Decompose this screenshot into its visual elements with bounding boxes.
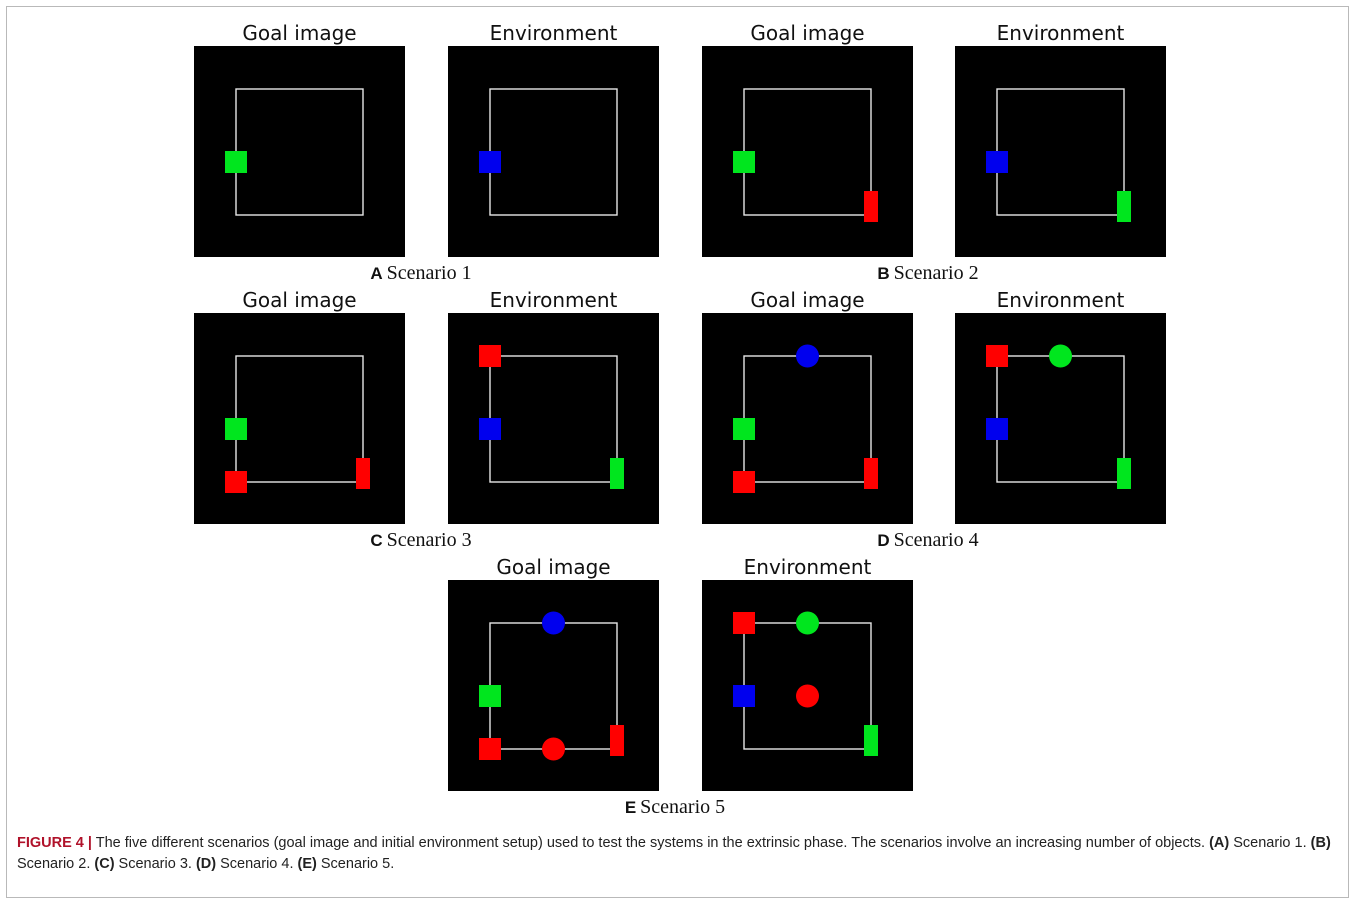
scenario-label: A Scenario 1 xyxy=(221,262,621,285)
green-bar-object xyxy=(1117,458,1131,489)
red-bar-object xyxy=(864,191,878,222)
blue-square-object xyxy=(479,151,501,173)
environment-panel xyxy=(702,580,913,791)
caption-ref: (E) xyxy=(297,856,317,872)
red-square-object xyxy=(733,471,755,493)
goal-image-title: Goal image xyxy=(242,288,357,312)
panel-canvas xyxy=(194,46,405,257)
goal-image-title: Goal image xyxy=(750,288,865,312)
scenario-letter: D xyxy=(877,531,890,550)
green-square-object xyxy=(733,418,755,440)
panel-canvas xyxy=(955,46,1166,257)
green-bar-object xyxy=(610,458,624,489)
red-square-object xyxy=(986,345,1008,367)
green-circle-object xyxy=(1049,344,1072,368)
red-square-object xyxy=(479,345,501,367)
red-bar-object xyxy=(356,458,370,489)
green-circle-object xyxy=(796,611,819,635)
red-square-object xyxy=(225,471,247,493)
panel-canvas xyxy=(702,313,913,524)
scenario-letter: B xyxy=(877,264,890,283)
blue-square-object xyxy=(479,418,501,440)
environment-panel xyxy=(955,46,1166,257)
scenario-label: C Scenario 3 xyxy=(221,529,621,552)
caption-ref-text: Scenario 2. xyxy=(17,856,95,872)
environment-title: Environment xyxy=(489,21,618,45)
red-square-object xyxy=(733,612,755,634)
scenario-letter: C xyxy=(370,531,383,550)
scenario-letter: A xyxy=(370,264,383,283)
panel-canvas xyxy=(702,580,913,791)
environment-title: Environment xyxy=(743,555,872,579)
red-square-object xyxy=(479,738,501,760)
blue-square-object xyxy=(733,685,755,707)
panel-canvas xyxy=(448,313,659,524)
panel-canvas xyxy=(448,46,659,257)
scenario-title: Scenario 2 xyxy=(893,262,979,284)
green-square-object xyxy=(225,151,247,173)
scenario-title: Scenario 1 xyxy=(386,262,472,284)
goal-image-panel xyxy=(702,313,913,524)
scenario-letter: E xyxy=(624,798,637,817)
environment-title: Environment xyxy=(996,21,1125,45)
environment-title: Environment xyxy=(996,288,1125,312)
scenario-title: Scenario 4 xyxy=(893,529,979,551)
caption-ref-text: Scenario 5. xyxy=(316,856,395,872)
caption-ref-text: Scenario 3. xyxy=(114,856,196,872)
green-bar-object xyxy=(1117,191,1131,222)
panel-canvas xyxy=(194,313,405,524)
red-bar-object xyxy=(610,725,624,756)
red-bar-object xyxy=(864,458,878,489)
caption-ref-text: Scenario 4. xyxy=(216,856,298,872)
goal-image-panel xyxy=(194,313,405,524)
environment-panel xyxy=(448,46,659,257)
figure-frame xyxy=(6,6,1349,898)
red-circle-object xyxy=(796,684,819,708)
caption-text: The five different scenarios (goal image… xyxy=(91,835,1210,851)
figure-caption: FIGURE 4 | The five different scenarios … xyxy=(17,833,1335,875)
blue-square-object xyxy=(986,418,1008,440)
panel-canvas xyxy=(955,313,1166,524)
scenario-label: B Scenario 2 xyxy=(728,262,1128,285)
goal-image-title: Goal image xyxy=(496,555,611,579)
scenario-label: E Scenario 5 xyxy=(475,796,875,819)
goal-image-panel xyxy=(448,580,659,791)
green-square-object xyxy=(733,151,755,173)
caption-ref: (D) xyxy=(195,856,217,872)
scenario-title: Scenario 3 xyxy=(386,529,472,551)
caption-ref-text: Scenario 1. xyxy=(1229,835,1311,851)
figure-label: FIGURE 4 | xyxy=(17,835,92,851)
red-circle-object xyxy=(542,737,565,761)
green-square-object xyxy=(479,685,501,707)
panel-canvas xyxy=(448,580,659,791)
caption-ref: (C) xyxy=(94,856,115,872)
environment-panel xyxy=(955,313,1166,524)
scenario-label: D Scenario 4 xyxy=(728,529,1128,552)
green-square-object xyxy=(225,418,247,440)
panel-canvas xyxy=(702,46,913,257)
blue-square-object xyxy=(986,151,1008,173)
caption-ref: (B) xyxy=(1310,835,1331,851)
environment-title: Environment xyxy=(489,288,618,312)
scenario-title: Scenario 5 xyxy=(640,796,726,818)
goal-image-title: Goal image xyxy=(242,21,357,45)
goal-image-title: Goal image xyxy=(750,21,865,45)
caption-ref: (A) xyxy=(1209,835,1230,851)
goal-image-panel xyxy=(702,46,913,257)
green-bar-object xyxy=(864,725,878,756)
blue-circle-object xyxy=(542,611,565,635)
goal-image-panel xyxy=(194,46,405,257)
environment-panel xyxy=(448,313,659,524)
blue-circle-object xyxy=(796,344,819,368)
